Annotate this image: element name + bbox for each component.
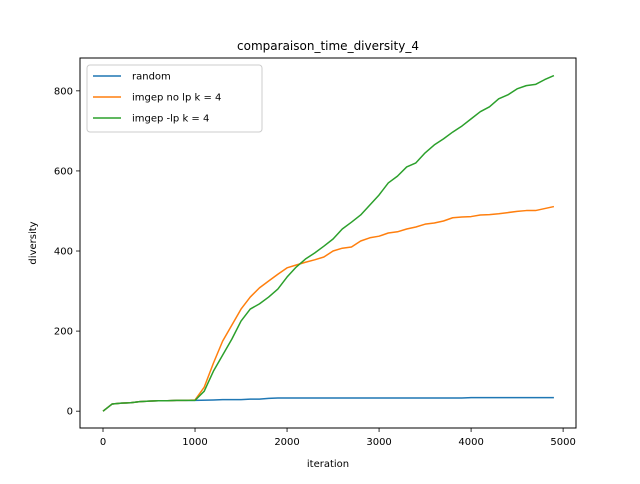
x-tick-label: 5000 — [550, 437, 575, 448]
legend-label: imgep no lp k = 4 — [132, 93, 221, 104]
x-axis-label: iteration — [307, 459, 349, 470]
x-tick-label: 0 — [100, 437, 106, 448]
series-line-2 — [102, 74, 555, 412]
x-tick-label: 4000 — [458, 437, 483, 448]
y-tick-label: 600 — [54, 166, 73, 177]
legend-label: imgep -lp k = 4 — [132, 114, 209, 125]
y-tick-label: 200 — [54, 327, 73, 338]
y-tick-label: 0 — [67, 407, 73, 418]
x-tick-label: 3000 — [366, 437, 391, 448]
y-tick-label: 400 — [54, 247, 73, 258]
x-tick-label: 2000 — [274, 437, 299, 448]
chart-title: comparaison_time_diversity_4 — [237, 39, 419, 53]
legend-label: random — [132, 72, 171, 83]
legend-box — [86, 64, 263, 133]
y-tick-label: 800 — [54, 86, 73, 97]
x-tick-label: 1000 — [182, 437, 207, 448]
y-axis-label: diversity — [28, 221, 39, 264]
plot-frame — [79, 57, 577, 429]
legend: random imgep no lp k = 4 imgep -lp k = 4 — [86, 64, 263, 133]
